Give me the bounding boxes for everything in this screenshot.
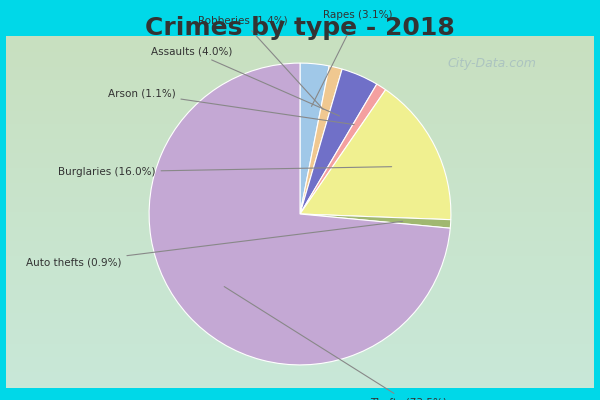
Text: Assaults (4.0%): Assaults (4.0%) xyxy=(151,46,340,116)
Wedge shape xyxy=(300,214,451,228)
Text: City-Data.com: City-Data.com xyxy=(448,58,536,70)
Text: Thefts (73.5%): Thefts (73.5%) xyxy=(224,286,447,400)
Text: Robberies (1.4%): Robberies (1.4%) xyxy=(198,16,323,109)
Wedge shape xyxy=(300,84,386,214)
Text: Auto thefts (0.9%): Auto thefts (0.9%) xyxy=(26,221,403,267)
Wedge shape xyxy=(300,63,329,214)
Text: Burglaries (16.0%): Burglaries (16.0%) xyxy=(58,167,392,177)
Text: Crimes by type - 2018: Crimes by type - 2018 xyxy=(145,16,455,40)
Wedge shape xyxy=(300,90,451,220)
Text: Arson (1.1%): Arson (1.1%) xyxy=(107,88,354,124)
Wedge shape xyxy=(149,63,450,365)
Wedge shape xyxy=(300,69,377,214)
Wedge shape xyxy=(300,66,342,214)
Text: Rapes (3.1%): Rapes (3.1%) xyxy=(311,10,392,106)
